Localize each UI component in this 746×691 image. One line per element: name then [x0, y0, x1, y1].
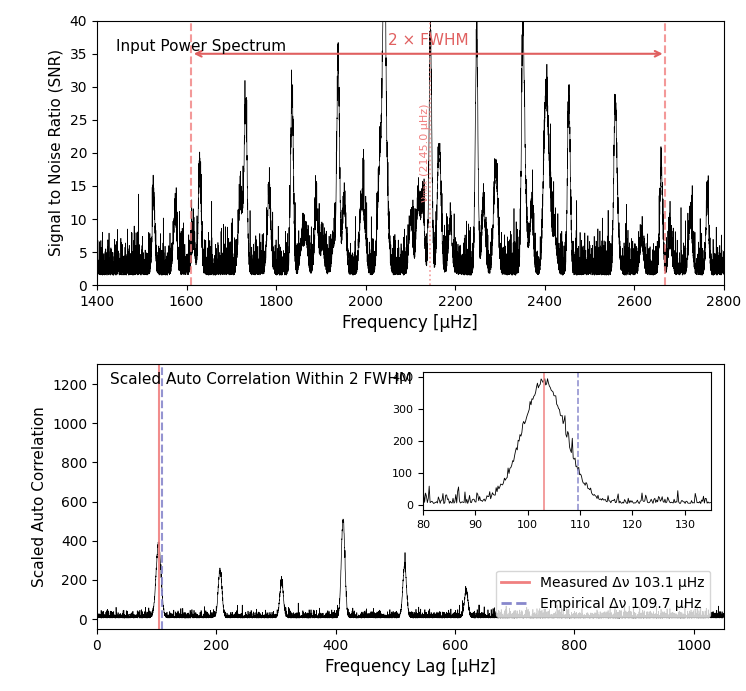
Text: Scaled Auto Correlation Within 2 FWHM: Scaled Auto Correlation Within 2 FWHM	[110, 372, 412, 388]
X-axis label: Frequency Lag [μHz]: Frequency Lag [μHz]	[325, 658, 496, 676]
Text: 2 × FWHM: 2 × FWHM	[388, 33, 468, 48]
Y-axis label: Scaled Auto Correlation: Scaled Auto Correlation	[31, 406, 46, 587]
Y-axis label: Signal to Noise Ratio (SNR): Signal to Noise Ratio (SNR)	[49, 49, 64, 256]
Text: Input Power Spectrum: Input Power Spectrum	[116, 39, 286, 54]
X-axis label: Frequency [μHz]: Frequency [μHz]	[342, 314, 478, 332]
Text: νₘₐₓ (2145.0 μHz): νₘₐₓ (2145.0 μHz)	[421, 104, 430, 202]
Legend: Measured Δν 103.1 μHz, Empirical Δν 109.7 μHz: Measured Δν 103.1 μHz, Empirical Δν 109.…	[496, 571, 710, 616]
